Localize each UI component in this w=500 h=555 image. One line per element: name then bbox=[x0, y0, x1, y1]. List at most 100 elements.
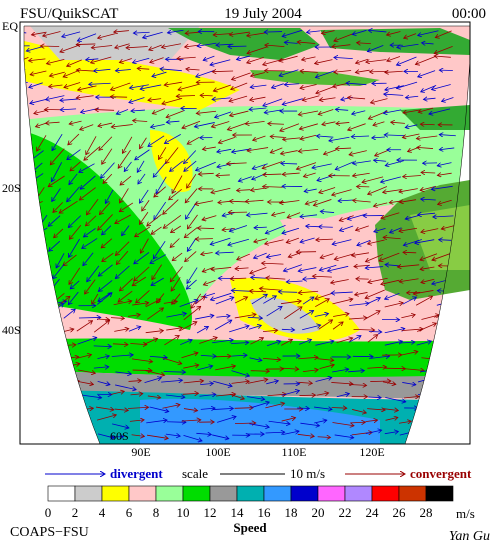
wind-arrow bbox=[33, 266, 48, 276]
colorbar-swatch bbox=[318, 486, 345, 501]
wind-arrow bbox=[12, 202, 26, 218]
legend-scale: scale bbox=[182, 466, 208, 481]
wind-arrow bbox=[59, 409, 76, 414]
wind-arrow bbox=[17, 293, 29, 304]
colorbar-tick: 24 bbox=[366, 505, 380, 520]
lat-label: EQ bbox=[2, 19, 18, 33]
wind-arrow bbox=[77, 420, 91, 424]
colorbar-tick: 4 bbox=[99, 505, 106, 520]
wind-arrow bbox=[435, 421, 450, 424]
colorbar-swatch bbox=[183, 486, 210, 501]
wind-arrow bbox=[79, 317, 101, 318]
wind-arrow bbox=[31, 420, 50, 426]
wind-arrow bbox=[61, 394, 73, 397]
wind-arrow bbox=[29, 355, 48, 358]
wind-arrow bbox=[16, 240, 31, 254]
colorbar-swatch bbox=[102, 486, 129, 501]
lon-label: 90E bbox=[131, 445, 150, 459]
wind-arrow bbox=[45, 408, 65, 412]
header-right: 00:00 bbox=[452, 6, 486, 22]
lon-label: 100E bbox=[205, 445, 230, 459]
wind-arrow bbox=[64, 421, 78, 422]
wind-arrow bbox=[297, 408, 309, 409]
colorbar-tick: 28 bbox=[420, 505, 433, 520]
colorbar-tick: 16 bbox=[258, 505, 272, 520]
wind-arrow bbox=[167, 422, 186, 423]
wind-arrow bbox=[451, 395, 472, 398]
legend-convergent: convergent bbox=[410, 466, 472, 481]
wind-arrow bbox=[452, 371, 466, 372]
wind-arrow bbox=[43, 359, 56, 362]
wind-arrow bbox=[195, 239, 213, 240]
wind-arrow bbox=[17, 252, 30, 266]
wind-arrow bbox=[433, 436, 448, 439]
wind-arrow bbox=[451, 407, 472, 411]
colorbar-tick: 22 bbox=[339, 505, 352, 520]
wind-arrow bbox=[278, 292, 297, 293]
colorbar-swatch bbox=[129, 486, 156, 501]
wind-arrow bbox=[46, 336, 60, 346]
wind-arrow bbox=[15, 98, 27, 102]
colorbar-swatch bbox=[426, 486, 453, 501]
colorbar-swatch bbox=[291, 486, 318, 501]
wind-arrow bbox=[16, 278, 28, 291]
wind-arrow bbox=[43, 384, 56, 386]
wind-arrow bbox=[18, 135, 28, 142]
wind-arrow bbox=[17, 150, 28, 159]
colorbar-unit: m/s bbox=[456, 506, 475, 521]
colorbar-tick: 2 bbox=[72, 505, 79, 520]
wind-arrow bbox=[456, 342, 469, 345]
wind-arrow bbox=[437, 371, 456, 372]
wind-arrow bbox=[26, 328, 45, 331]
colorbar-tick: 6 bbox=[126, 505, 133, 520]
wind-arrow bbox=[435, 406, 450, 410]
wind-arrow bbox=[433, 336, 443, 342]
lat-label: 20S bbox=[2, 181, 21, 195]
wind-arrow bbox=[452, 354, 472, 359]
wind-arrow bbox=[44, 418, 65, 422]
wind-arrow bbox=[28, 241, 46, 251]
wind-arrow bbox=[420, 408, 432, 410]
wind-arrow bbox=[43, 392, 63, 397]
wind-arrow bbox=[77, 435, 98, 441]
wind-arrow bbox=[15, 226, 30, 241]
wind-arrow bbox=[437, 351, 453, 355]
colorbar-swatch bbox=[264, 486, 291, 501]
wind-arrow bbox=[438, 392, 457, 394]
wind-arrow bbox=[281, 163, 297, 164]
wind-arrow bbox=[370, 381, 391, 382]
colorbar-tick: 8 bbox=[153, 505, 160, 520]
colorbar-swatch bbox=[345, 486, 372, 501]
wind-arrow bbox=[306, 226, 318, 227]
colorbar-tick: 26 bbox=[393, 505, 407, 520]
wind-arrow bbox=[31, 255, 45, 265]
colorbar-swatch bbox=[210, 486, 237, 501]
wind-arrow bbox=[197, 228, 214, 229]
colorbar-tick: 14 bbox=[231, 505, 245, 520]
legend-scale-value: 10 m/s bbox=[290, 466, 325, 481]
lon-label: 120E bbox=[359, 445, 384, 459]
wind-arrow bbox=[438, 380, 455, 382]
wind-arrow bbox=[436, 323, 449, 332]
header-center: 19 July 2004 bbox=[224, 6, 302, 22]
legend-divergent: divergent bbox=[110, 466, 163, 481]
colorbar-swatch bbox=[372, 486, 399, 501]
lat-label: 40S bbox=[2, 323, 21, 337]
colorbar-label: Speed bbox=[233, 520, 267, 535]
wind-arrow bbox=[28, 403, 48, 409]
wind-arrow bbox=[319, 227, 333, 228]
wind-arrow bbox=[450, 325, 468, 330]
colorbar-tick: 20 bbox=[312, 505, 325, 520]
colorbar-swatch bbox=[156, 486, 183, 501]
wind-arrow bbox=[59, 381, 79, 383]
wind-arrow bbox=[455, 379, 475, 385]
wind-arrow bbox=[29, 432, 43, 435]
wind-arrow bbox=[29, 294, 44, 305]
colorbar-swatch bbox=[75, 486, 102, 501]
wind-arrow bbox=[27, 385, 48, 389]
wind-arrow bbox=[452, 306, 465, 307]
wind-arrow bbox=[418, 423, 431, 426]
colorbar-tick: 18 bbox=[285, 505, 298, 520]
